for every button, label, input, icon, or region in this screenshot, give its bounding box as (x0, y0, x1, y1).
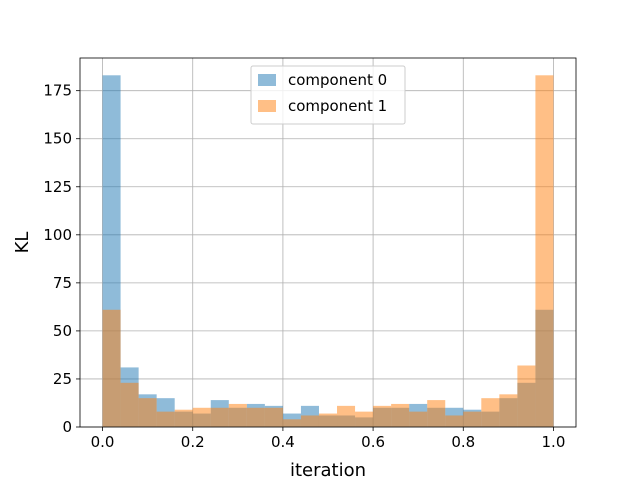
legend-swatch-component-1 (258, 100, 276, 112)
x-tick-label: 0.6 (361, 433, 385, 451)
bar-component-1 (300, 415, 319, 427)
bar-component-1 (246, 407, 265, 427)
bar-component-1 (391, 403, 410, 427)
bar-component-1 (409, 411, 428, 427)
y-tick-label: 100 (43, 226, 72, 244)
legend-label-component-0: component 0 (288, 71, 387, 89)
bar-component-1 (463, 411, 482, 427)
bar-component-1 (373, 405, 392, 427)
bars (102, 75, 554, 427)
bar-component-1 (337, 405, 356, 427)
bar-component-1 (264, 407, 283, 427)
x-tick-label: 0.2 (181, 433, 205, 451)
bar-component-1 (228, 403, 247, 427)
bar-component-1 (192, 407, 211, 427)
y-tick-label: 50 (53, 322, 72, 340)
y-tick-label: 175 (43, 82, 72, 100)
bar-component-1 (355, 411, 374, 427)
x-tick-label: 0.0 (91, 433, 115, 451)
plot-frame (79, 57, 577, 428)
bar-component-1 (120, 382, 139, 427)
x-tick-label: 0.4 (271, 433, 295, 451)
x-tick-label: 0.8 (451, 433, 475, 451)
bar-component-1 (517, 365, 536, 427)
bar-component-1 (210, 407, 229, 427)
legend-box (250, 65, 406, 125)
y-axis-label: KL (12, 232, 33, 254)
y-tick-label: 125 (43, 178, 72, 196)
bar-component-1 (174, 409, 193, 427)
legend-label-component-1: component 1 (288, 97, 387, 115)
bar-component-1 (138, 398, 157, 427)
bar-component-1 (535, 75, 554, 427)
x-axis-label: iteration (290, 460, 366, 480)
bar-component-1 (481, 398, 500, 427)
ticks: 0.0 0.2 0.4 0.6 0.8 1.0 0 25 50 75 100 125 150 175 (43, 82, 565, 451)
bar-component-1 (318, 413, 338, 427)
y-tick-label: 75 (53, 274, 72, 292)
bar-component-1 (102, 309, 121, 427)
x-tick-label: 1.0 (542, 433, 566, 451)
bar-component-1 (282, 419, 301, 427)
bar-component-1 (499, 394, 518, 427)
y-tick-label: 0 (62, 418, 72, 436)
bar-component-1 (445, 415, 464, 427)
bar-component-1 (427, 400, 446, 427)
bar-component-1 (156, 411, 175, 427)
y-tick-label: 150 (43, 130, 72, 148)
y-tick-label: 25 (53, 370, 72, 388)
legend: component 0 component 1 (250, 65, 406, 125)
legend-swatch-component-0 (258, 74, 276, 86)
